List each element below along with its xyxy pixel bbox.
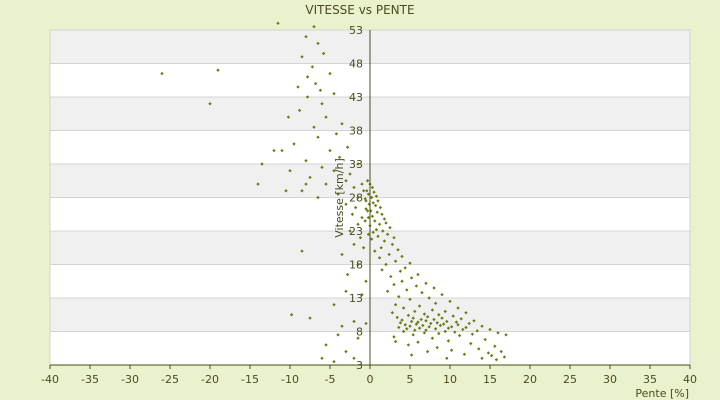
data-point <box>320 102 324 106</box>
data-point <box>365 189 369 193</box>
data-point <box>366 232 371 237</box>
x-axis-title: Pente [%] <box>635 387 689 400</box>
y-tick-label: 18 <box>349 259 363 272</box>
data-point <box>374 194 379 198</box>
x-tick-label: -5 <box>325 373 336 386</box>
data-point <box>366 192 371 196</box>
x-tick-label: -10 <box>281 373 299 386</box>
y-tick-label: 3 <box>356 359 363 372</box>
data-point <box>286 115 291 119</box>
data-point <box>300 55 304 59</box>
data-point <box>310 65 315 69</box>
y-tick-label: 8 <box>356 326 363 339</box>
x-tick-label: 0 <box>367 373 374 386</box>
data-point <box>358 236 363 240</box>
data-point <box>160 71 164 76</box>
data-point <box>321 51 326 56</box>
data-point <box>382 239 387 243</box>
x-tick-label: 35 <box>643 373 657 386</box>
x-tick-labels: -40 -35 -30 -25 -20 -15 -10 -5 0 5 10 15 20 25 30 35 40 <box>41 373 697 386</box>
y-tick-label: 38 <box>349 125 363 138</box>
data-point <box>370 185 375 190</box>
data-point <box>313 81 318 86</box>
y-tick-label: 48 <box>349 58 363 71</box>
x-tick-label: 5 <box>407 373 414 386</box>
data-point <box>373 219 377 223</box>
y-tick-label: 13 <box>349 292 363 305</box>
y-tick-label: 28 <box>349 192 363 205</box>
y-tick-label: 23 <box>349 225 363 238</box>
x-tick-label: -25 <box>161 373 179 386</box>
data-point <box>304 35 308 39</box>
x-tick-label: -15 <box>241 373 259 386</box>
data-point <box>318 88 323 92</box>
y-axis-title: Vitesse [km/h] <box>333 158 346 238</box>
x-tick-label: -40 <box>41 373 59 386</box>
data-point <box>316 41 320 46</box>
data-point <box>373 249 377 253</box>
x-tick-label: -20 <box>201 373 219 386</box>
data-point <box>350 212 355 216</box>
data-point <box>334 132 339 136</box>
data-point <box>400 254 404 259</box>
x-tick-label: -30 <box>121 373 139 386</box>
x-tick-label: 30 <box>603 373 617 386</box>
data-point <box>324 115 328 119</box>
data-point <box>390 242 395 247</box>
data-point <box>216 68 220 72</box>
x-tick-label: 10 <box>443 373 457 386</box>
data-point <box>208 102 212 106</box>
data-point <box>366 215 371 220</box>
x-tick-label: 25 <box>563 373 577 386</box>
y-tick-label: 53 <box>349 24 363 37</box>
chart-title: VITESSE vs PENTE <box>305 3 414 17</box>
data-point <box>374 227 379 232</box>
data-point <box>382 217 387 221</box>
data-point <box>381 229 385 233</box>
x-tick-label: 40 <box>683 373 697 386</box>
y-tick-label: 33 <box>349 158 363 171</box>
data-point <box>370 214 375 218</box>
x-tick-label: -35 <box>81 373 99 386</box>
x-tick-label: 20 <box>523 373 537 386</box>
x-tick-label: 15 <box>483 373 497 386</box>
axes <box>49 30 691 369</box>
data-point <box>296 85 300 89</box>
data-point <box>378 205 383 210</box>
data-point <box>305 95 310 99</box>
y-tick-label: 43 <box>349 91 363 104</box>
